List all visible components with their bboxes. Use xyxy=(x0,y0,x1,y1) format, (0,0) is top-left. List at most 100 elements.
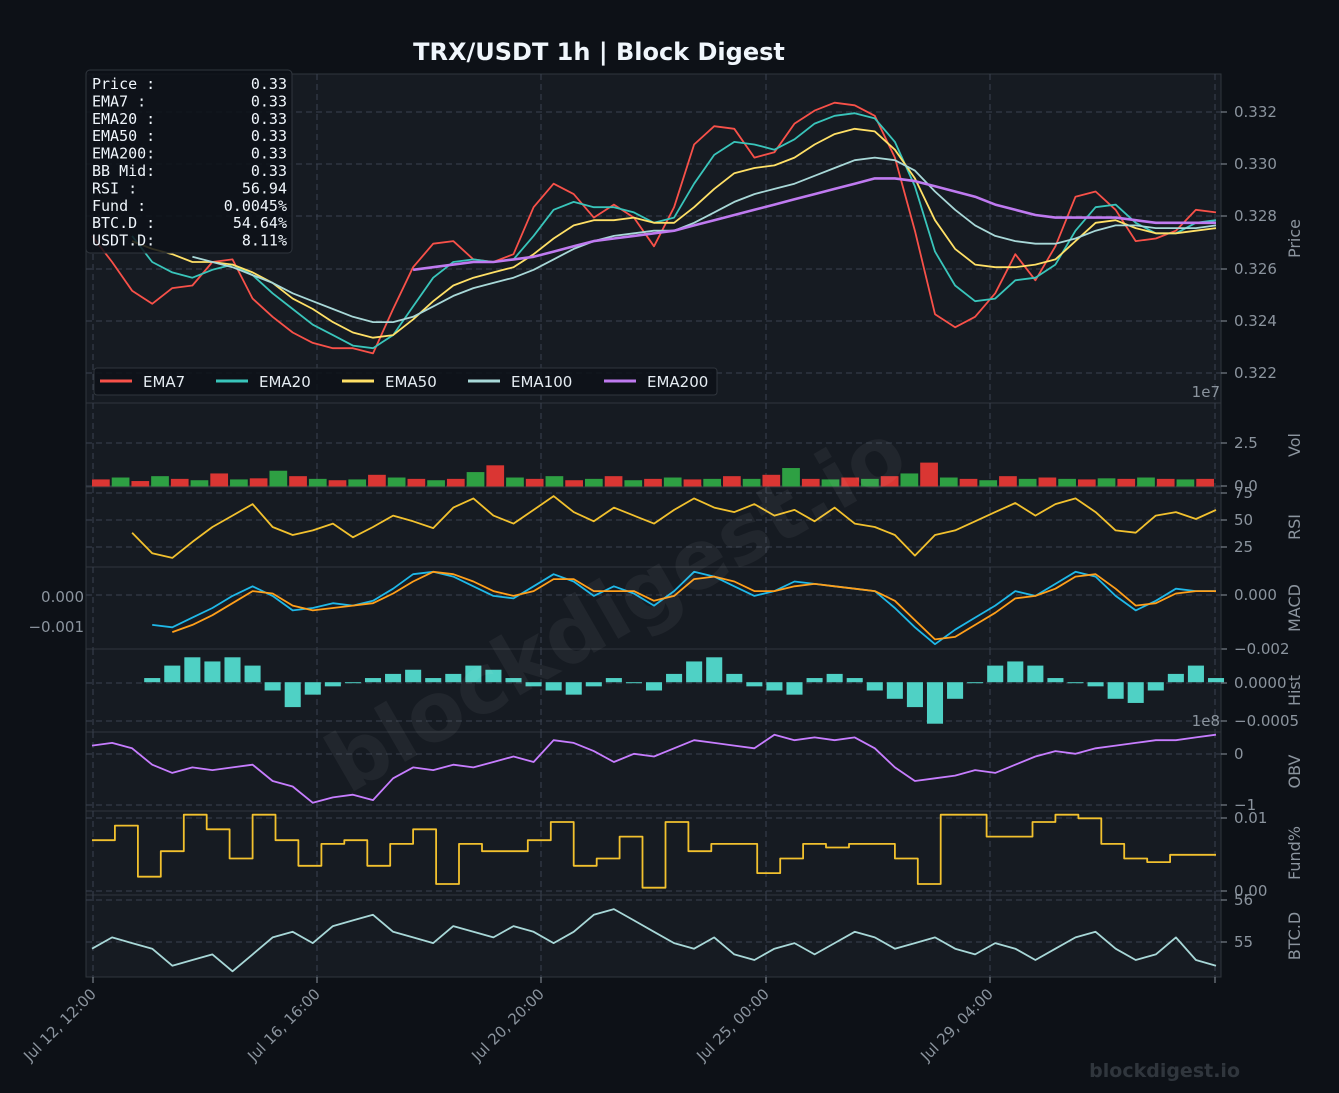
fund-ytick-label-1: 0.01 xyxy=(1234,809,1267,827)
info-value-6: 56.94 xyxy=(242,179,287,197)
volume-panel xyxy=(85,402,1222,488)
volume-bar-50 xyxy=(1077,479,1096,487)
volume-bar-10 xyxy=(289,476,307,487)
hist-bar-30 xyxy=(686,661,703,683)
footer-brand: blockdigest.io xyxy=(1089,1060,1240,1082)
volume-bar-18 xyxy=(446,478,465,487)
hist-bar-29 xyxy=(666,673,683,683)
info-label-7: Fund : xyxy=(92,197,146,215)
hist-bar-5 xyxy=(184,657,201,683)
fund-series-fund xyxy=(92,813,1216,889)
rsi-ytick-label-2: 75 xyxy=(1234,484,1253,502)
rsi-ytick-label-0: 25 xyxy=(1234,538,1253,556)
hist-bar-49 xyxy=(1067,682,1084,684)
price-ytick-label-1: 0.324 xyxy=(1234,312,1277,330)
hist-bar-14 xyxy=(364,678,382,683)
price-legend: EMA7 EMA20 EMA50 EMA100 EMA200 xyxy=(93,367,718,396)
volume-bar-43 xyxy=(939,477,958,487)
hist-bar-37 xyxy=(826,673,843,683)
volume-bar-6 xyxy=(210,473,229,487)
hist-bar-31 xyxy=(706,657,723,683)
volume-bar-0 xyxy=(92,479,110,487)
volume-bar-28 xyxy=(644,478,662,487)
info-label-9: USDT.D: xyxy=(92,232,155,250)
fund-content: 0.00 0.01 Fund% xyxy=(86,809,1304,900)
volume-bar-38 xyxy=(841,477,860,487)
volume-bar-24 xyxy=(565,480,583,487)
volume-bar-29 xyxy=(663,477,682,487)
price-series-ema100 xyxy=(192,156,1217,323)
volume-bar-9 xyxy=(269,470,288,487)
legend-label-ema100: EMA100 xyxy=(511,373,572,391)
hist-bar-55 xyxy=(1187,665,1204,683)
volume-bar-37 xyxy=(821,479,840,487)
rsi-series-rsi xyxy=(131,495,1217,559)
hist-bar-17 xyxy=(425,678,442,683)
volume-bar-21 xyxy=(506,477,524,487)
rsi-ytick-label-1: 50 xyxy=(1234,511,1253,529)
price-ytick-label-0: 0.322 xyxy=(1234,364,1277,382)
volume-bar-36 xyxy=(801,478,820,487)
volume-bar-44 xyxy=(959,478,978,487)
volume-bar-33 xyxy=(742,478,761,487)
obv-panel xyxy=(85,731,1222,812)
volume-bar-8 xyxy=(249,478,268,487)
hist-bar-8 xyxy=(244,665,261,683)
hist-bar-56 xyxy=(1207,678,1225,683)
volume-multiplier: 1e7 xyxy=(1192,383,1220,401)
info-value-0: 0.33 xyxy=(251,75,287,93)
hist-bar-47 xyxy=(1027,665,1044,683)
price-ytick-label-2: 0.326 xyxy=(1234,260,1277,278)
obv-ylabel: OBV xyxy=(1285,754,1304,788)
hist-bar-28 xyxy=(645,682,663,691)
hist-bar-3 xyxy=(144,678,161,683)
price-series-ema7 xyxy=(91,101,1217,355)
macd-ylabel: MACD xyxy=(1285,584,1304,632)
hist-bar-50 xyxy=(1087,682,1104,687)
volume-bar-23 xyxy=(545,476,564,487)
info-box-frame xyxy=(85,69,293,254)
hist-bar-18 xyxy=(445,673,462,683)
volume-bar-54 xyxy=(1156,478,1175,487)
info-label-3: EMA50 : xyxy=(92,127,155,145)
btcd-ytick-label-1: 56 xyxy=(1234,891,1253,909)
volume-bar-46 xyxy=(999,476,1017,487)
hist-bar-39 xyxy=(866,682,883,691)
volume-bar-30 xyxy=(683,479,702,487)
volume-bar-51 xyxy=(1097,478,1116,487)
fund-ytick-label-0: 0.00 xyxy=(1234,882,1267,900)
macd-ytick-label-1: 0.000 xyxy=(1234,586,1277,604)
macd-ytick-label-0: −0.002 xyxy=(1234,640,1290,658)
volume-bar-16 xyxy=(407,478,426,487)
hist-bar-33 xyxy=(746,682,763,687)
obv-ytick-label-1: 0 xyxy=(1234,745,1244,763)
info-value-1: 0.33 xyxy=(251,92,287,110)
volume-bar-55 xyxy=(1176,479,1195,487)
info-label-6: RSI : xyxy=(92,179,137,197)
volume-bar-39 xyxy=(861,478,879,487)
price-series-ema50 xyxy=(131,127,1217,339)
hist-bar-9 xyxy=(264,682,281,691)
volume-bar-25 xyxy=(584,478,603,487)
hist-bar-26 xyxy=(605,678,622,683)
volume-bar-27 xyxy=(624,480,643,487)
hist-bar-38 xyxy=(846,678,863,683)
hist-bar-23 xyxy=(545,682,562,691)
price-content: 0.322 0.324 0.326 0.328 0.330 0.332 Price xyxy=(86,74,1304,403)
price-ylabel: Price xyxy=(1285,219,1304,258)
legend-label-ema7: EMA7 xyxy=(143,373,185,391)
volume-bar-53 xyxy=(1137,477,1155,487)
hist-bar-15 xyxy=(385,673,402,683)
rsi-panel xyxy=(85,486,1222,568)
price-series-ema200 xyxy=(412,177,1216,272)
info-value-5: 0.33 xyxy=(251,162,287,180)
hist-bar-40 xyxy=(886,682,903,699)
fund-panel xyxy=(85,810,1222,896)
legend-label-ema50: EMA50 xyxy=(385,373,437,391)
info-value-3: 0.33 xyxy=(251,127,287,145)
volume-bar-14 xyxy=(368,474,386,487)
btcd-content: 55 56 BTC.D xyxy=(86,891,1304,977)
obv-multiplier: 1e8 xyxy=(1192,712,1220,730)
hist-bar-52 xyxy=(1127,682,1144,703)
